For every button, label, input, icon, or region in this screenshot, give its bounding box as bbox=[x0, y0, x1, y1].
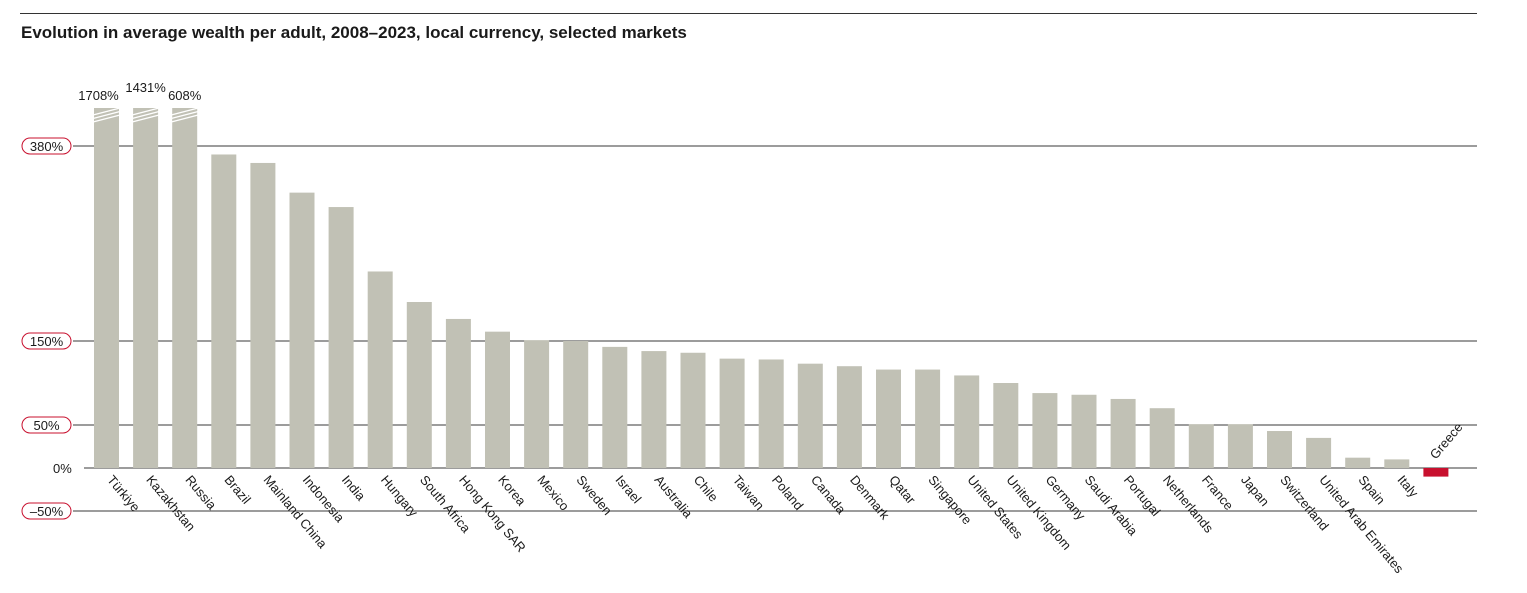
bar-switzerland bbox=[1267, 431, 1292, 468]
category-label: Poland bbox=[769, 472, 807, 513]
bar-chile bbox=[680, 352, 706, 468]
y-tick-badge bbox=[21, 502, 72, 520]
bar-kazakhstan bbox=[133, 108, 159, 468]
bar-france bbox=[1188, 424, 1214, 468]
bar-saudi-arabia bbox=[1071, 394, 1097, 468]
bar-mexico bbox=[524, 340, 550, 468]
bar-italy bbox=[1384, 459, 1410, 468]
category-label: Denmark bbox=[847, 472, 893, 522]
bar-türkiye bbox=[94, 108, 119, 468]
category-label: Taiwan bbox=[730, 472, 768, 513]
bar-spain bbox=[1345, 457, 1371, 468]
data-label: 1431% bbox=[125, 80, 166, 95]
category-label: Türkiye bbox=[104, 472, 143, 514]
bar-denmark bbox=[836, 366, 862, 468]
category-label: India bbox=[339, 472, 369, 504]
category-label: Spain bbox=[1355, 472, 1388, 507]
axis-break-mark bbox=[131, 110, 160, 120]
bar-israel bbox=[602, 346, 628, 468]
bar-japan bbox=[1227, 424, 1253, 468]
bar-russia bbox=[172, 108, 198, 468]
category-label: Greece bbox=[1427, 420, 1466, 462]
bar-korea bbox=[485, 331, 510, 468]
bar-mainland-china bbox=[250, 162, 276, 468]
y-tick-label: 150% bbox=[30, 334, 64, 349]
category-label: Mexico bbox=[534, 472, 572, 513]
bar-canada bbox=[797, 363, 823, 468]
bar-brazil bbox=[211, 154, 237, 468]
bar-netherlands bbox=[1149, 408, 1175, 468]
bar-germany bbox=[1032, 393, 1058, 468]
bar-united-arab-emirates bbox=[1306, 437, 1332, 468]
y-tick-label: 0% bbox=[53, 461, 72, 476]
data-label: 608% bbox=[168, 88, 202, 103]
y-tick-badge bbox=[21, 137, 72, 155]
axis-break-mark bbox=[92, 110, 121, 120]
bar-united-states bbox=[954, 375, 980, 468]
axis-break-mark bbox=[171, 114, 199, 123]
chart-title: Evolution in average wealth per adult, 2… bbox=[21, 23, 687, 42]
bar-india bbox=[328, 207, 354, 469]
bar-indonesia bbox=[289, 192, 315, 468]
category-label: Australia bbox=[652, 472, 696, 521]
bar-taiwan bbox=[719, 358, 745, 468]
axis-break-mark bbox=[171, 107, 199, 116]
y-tick-badge bbox=[21, 416, 72, 434]
y-tick-badge bbox=[21, 332, 72, 350]
bar-portugal bbox=[1110, 398, 1136, 468]
category-label: Israel bbox=[613, 472, 645, 506]
category-label: Qatar bbox=[886, 472, 919, 507]
y-tick-label: 380% bbox=[30, 139, 64, 154]
category-label: Hungary bbox=[378, 472, 421, 520]
bar-hong-kong-sar bbox=[445, 318, 471, 468]
category-label: France bbox=[1199, 472, 1237, 513]
bar-south-africa bbox=[406, 302, 432, 468]
bar-united-kingdom bbox=[993, 383, 1019, 468]
category-label: Italy bbox=[1395, 472, 1422, 500]
axis-break-mark bbox=[171, 110, 199, 120]
axis-break-mark bbox=[92, 114, 121, 123]
category-label: Korea bbox=[495, 472, 529, 509]
y-tick-label: –50% bbox=[30, 504, 64, 519]
bar-greece bbox=[1423, 468, 1449, 477]
bar-qatar bbox=[876, 369, 901, 468]
bar-hungary bbox=[367, 271, 393, 468]
category-label: Chile bbox=[691, 472, 722, 504]
bar-singapore bbox=[915, 369, 941, 468]
bar-australia bbox=[641, 351, 667, 468]
axis-break-mark bbox=[131, 114, 160, 123]
top-rule bbox=[20, 13, 1477, 14]
axis-break-mark bbox=[131, 107, 160, 116]
y-tick-label: 50% bbox=[33, 418, 59, 433]
bar-poland bbox=[758, 359, 784, 468]
axis-break-mark bbox=[92, 107, 121, 116]
category-label: Japan bbox=[1238, 472, 1272, 509]
data-label: 1708% bbox=[78, 88, 119, 103]
category-label: Brazil bbox=[222, 472, 254, 507]
category-label: Russia bbox=[182, 472, 220, 513]
bar-sweden bbox=[563, 341, 589, 468]
